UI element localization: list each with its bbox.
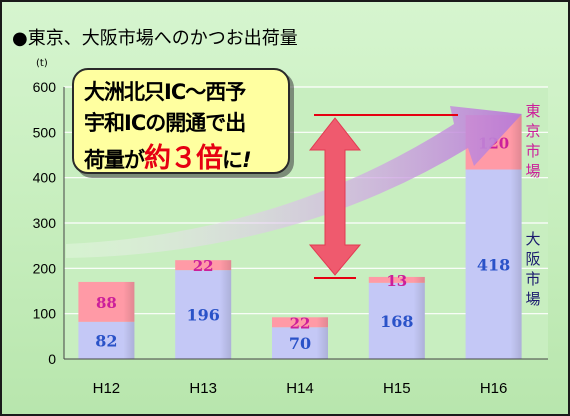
x-tick-label: H14 <box>286 380 314 397</box>
x-tick-label: H15 <box>383 380 411 397</box>
bar-osaka-shade <box>368 282 425 359</box>
callout-line-2: 宇和ICの開通で出 <box>84 111 246 135</box>
data-label-osaka: 168 <box>380 312 413 331</box>
y-axis-unit: (t) <box>36 58 48 69</box>
data-label-tokyo: 22 <box>193 257 214 275</box>
x-tick-label: H12 <box>93 380 121 397</box>
callout-line-3-a: 荷量が <box>84 148 145 172</box>
bar-tokyo-shade <box>175 260 232 271</box>
x-tick-label: H13 <box>189 380 217 397</box>
y-tick-label: 600 <box>33 79 57 95</box>
y-tick-label: 100 <box>33 306 57 322</box>
callout-box: 大洲北只IC～西予 宇和ICの開通で出 荷量が約３倍に! <box>72 68 290 174</box>
callout-line-3-c: に <box>222 148 243 172</box>
y-tick-label: 200 <box>33 260 57 276</box>
callout-line-3: 荷量が約３倍に! <box>84 136 252 175</box>
data-label-osaka: 418 <box>477 255 510 274</box>
bar-tokyo-shade <box>78 281 135 322</box>
y-tick-label: 300 <box>33 215 57 231</box>
callout-emphasis: 約３倍 <box>144 143 223 174</box>
double-arrow <box>308 117 362 276</box>
bar-osaka-shade <box>78 321 135 359</box>
y-tick-label: 400 <box>33 170 57 186</box>
bar-tokyo-shade <box>368 276 425 283</box>
chart-title: ●東京、大阪市場へのかつお出荷量 <box>12 28 298 49</box>
bar-tokyo-shade <box>272 317 328 328</box>
trend-arrow <box>66 106 522 258</box>
data-label-osaka: 196 <box>186 306 219 325</box>
y-tick-label: 500 <box>33 124 57 140</box>
data-label-tokyo: 13 <box>386 272 407 290</box>
data-label-tokyo: 22 <box>290 314 311 332</box>
callout-exclamation: ! <box>242 148 252 172</box>
x-tick-label: H16 <box>480 380 508 397</box>
y-tick-label: 0 <box>48 351 56 367</box>
data-label-tokyo: 88 <box>96 294 117 312</box>
data-label-osaka: 70 <box>289 334 311 353</box>
data-label-osaka: 82 <box>95 331 117 350</box>
callout-line-1: 大洲北只IC～西予 <box>84 80 246 104</box>
legend-label-osaka: 大阪市場 <box>525 230 540 308</box>
bar-osaka-shade <box>272 327 328 359</box>
bar-osaka-shade <box>175 270 232 359</box>
legend-label-tokyo: 東京市場 <box>525 102 540 180</box>
bar-osaka-shade <box>465 169 522 359</box>
